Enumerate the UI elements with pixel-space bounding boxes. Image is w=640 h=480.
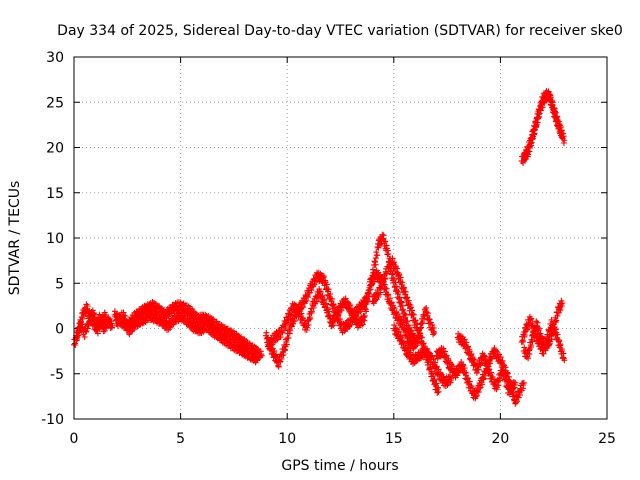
y-tick-label: 0 <box>55 322 64 338</box>
data-point-track <box>73 307 109 341</box>
y-axis-label: SDTVAR / TECUs <box>7 181 23 296</box>
x-tick-label: 5 <box>176 431 185 447</box>
chart-title: Day 334 of 2025, Sidereal Day-to-day VTE… <box>57 23 623 39</box>
data-point-track <box>390 322 455 389</box>
x-axis-ticks: 0 5 10 15 20 25 <box>70 57 616 447</box>
data-points <box>71 88 568 407</box>
x-tick-label: 20 <box>491 431 509 447</box>
y-tick-label: 10 <box>46 231 64 247</box>
data-point-track <box>262 231 438 370</box>
x-tick-label: 15 <box>385 431 403 447</box>
y-tick-label: 20 <box>46 141 64 157</box>
data-point-track <box>433 345 527 407</box>
data-point-track <box>113 309 261 366</box>
plot-frame <box>73 56 608 420</box>
grid <box>73 56 608 420</box>
y-tick-label: 30 <box>46 50 64 66</box>
y-tick-label: -10 <box>41 412 64 428</box>
x-axis-label: GPS time / hours <box>281 458 398 474</box>
y-tick-label: -5 <box>50 367 64 383</box>
y-tick-label: 15 <box>46 186 64 202</box>
x-tick-label: 0 <box>70 431 79 447</box>
data-point-track <box>520 88 566 163</box>
y-tick-label: 5 <box>55 276 64 292</box>
y-axis-ticks: -10 -5 0 5 10 15 20 25 30 <box>41 50 607 428</box>
x-tick-label: 10 <box>278 431 296 447</box>
x-tick-label: 25 <box>598 431 616 447</box>
y-tick-label: 25 <box>46 95 64 111</box>
data-point-track <box>520 297 566 362</box>
data-point-track <box>454 330 519 398</box>
